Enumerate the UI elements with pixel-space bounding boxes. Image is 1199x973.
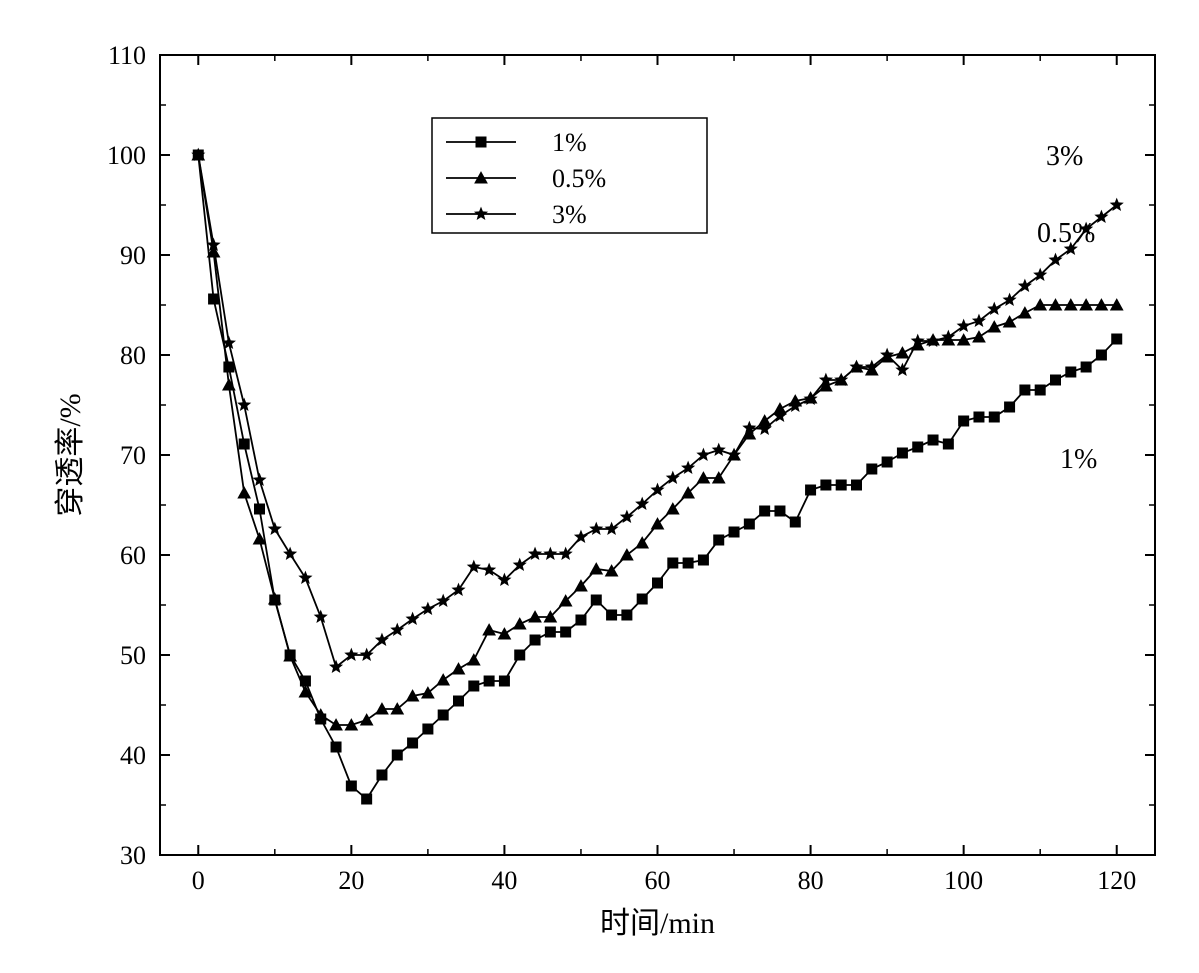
svg-text:3%: 3%	[552, 200, 587, 229]
svg-text:0.5%: 0.5%	[552, 164, 606, 193]
svg-text:120: 120	[1097, 866, 1136, 895]
svg-text:时间/min: 时间/min	[600, 907, 715, 940]
svg-text:40: 40	[120, 741, 146, 770]
svg-text:20: 20	[338, 866, 364, 895]
svg-text:40: 40	[491, 866, 517, 895]
svg-text:穿透率/%: 穿透率/%	[54, 393, 87, 516]
series-annotation: 0.5%	[1037, 218, 1095, 249]
svg-text:80: 80	[120, 341, 146, 370]
svg-text:80: 80	[798, 866, 824, 895]
svg-text:1%: 1%	[552, 128, 587, 157]
series-annotation: 1%	[1060, 444, 1097, 475]
series-annotation: 3%	[1046, 141, 1083, 172]
svg-text:0: 0	[192, 866, 205, 895]
svg-text:60: 60	[120, 541, 146, 570]
svg-text:60: 60	[645, 866, 671, 895]
svg-text:110: 110	[108, 41, 146, 70]
svg-text:100: 100	[107, 141, 146, 170]
series-s3	[191, 148, 1124, 673]
svg-text:30: 30	[120, 841, 146, 870]
svg-text:70: 70	[120, 441, 146, 470]
series-s2	[191, 148, 1123, 730]
line-chart: 0 20 40 60 80 100 120 时间/min 30 40 50 60 70 80 90 100 11…	[0, 0, 1199, 973]
legend: 1% 0.5% 3%	[432, 118, 707, 233]
chart-container: 0 20 40 60 80 100 120 时间/min 30 40 50 60 70 80 90 100 11…	[0, 0, 1199, 973]
svg-text:50: 50	[120, 641, 146, 670]
series-s1	[193, 150, 1122, 805]
svg-text:90: 90	[120, 241, 146, 270]
svg-text:100: 100	[944, 866, 983, 895]
